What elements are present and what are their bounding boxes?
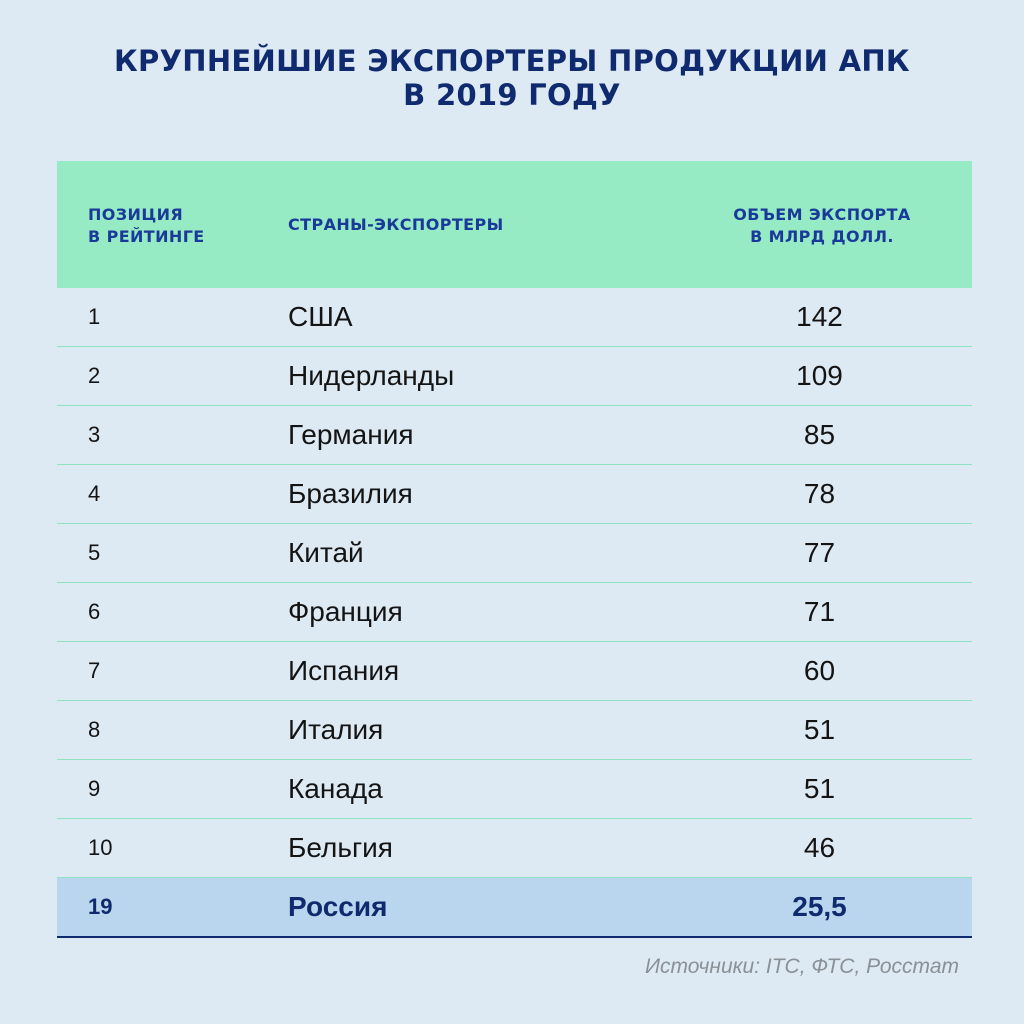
table-row: 4 Бразилия 78 <box>57 465 972 524</box>
row-value: 60 <box>803 655 836 686</box>
row-country: Бельгия <box>288 832 393 863</box>
row-country: Бразилия <box>288 478 413 509</box>
row-rank: 2 <box>88 363 101 388</box>
row-value: 46 <box>803 832 836 863</box>
table-row: 3 Германия 85 <box>57 406 972 465</box>
row-value: 109 <box>796 360 843 391</box>
row-value: 51 <box>803 714 836 745</box>
row-rank: 5 <box>88 540 101 565</box>
row-value: 71 <box>803 596 836 627</box>
row-country: Китай <box>288 537 364 568</box>
header-position-line-2: В РЕЙТИНГЕ <box>88 227 205 246</box>
row-value: 77 <box>803 537 836 568</box>
header-country: СТРАНЫ-ЭКСПОРТЕРЫ <box>288 215 504 234</box>
row-rank: 1 <box>88 304 101 329</box>
row-country: Канада <box>288 773 383 804</box>
row-rank: 19 <box>88 894 113 919</box>
row-country: Германия <box>288 419 414 450</box>
table-body: 1 США 142 2 Нидерланды 109 3 Германия 85 4 Бразили… <box>57 288 972 878</box>
page-title: КРУПНЕЙШИЕ ЭКСПОРТЕРЫ ПРОДУКЦИИ АПК В 20… <box>0 44 1024 112</box>
row-value: 25,5 <box>792 891 847 922</box>
title-line-1: КРУПНЕЙШИЕ ЭКСПОРТЕРЫ ПРОДУКЦИИ АПК <box>114 44 910 78</box>
row-rank: 9 <box>88 776 101 801</box>
header-volume-line-1: ОБЪЕМ ЭКСПОРТА <box>733 205 911 224</box>
row-rank: 8 <box>88 717 101 742</box>
header-position: ПОЗИЦИЯ В РЕЙТИНГЕ <box>88 204 268 248</box>
row-country: Нидерланды <box>288 360 455 391</box>
row-country: Испания <box>288 655 400 686</box>
row-value: 51 <box>803 773 836 804</box>
table-header: ПОЗИЦИЯ В РЕЙТИНГЕ СТРАНЫ-ЭКСПОРТЕРЫ ОБЪ… <box>57 161 972 288</box>
row-value: 78 <box>803 478 836 509</box>
row-value: 142 <box>796 301 843 332</box>
table-row: 2 Нидерланды 109 <box>57 347 972 406</box>
table-row: 8 Италия 51 <box>57 701 972 760</box>
table-row: 7 Испания 60 <box>57 642 972 701</box>
row-rank: 4 <box>88 481 101 506</box>
row-rank: 7 <box>88 658 101 683</box>
row-rank: 6 <box>88 599 101 624</box>
row-country: Франция <box>288 596 403 627</box>
table-row: 9 Канада 51 <box>57 760 972 819</box>
table-row: 5 Китай 77 <box>57 524 972 583</box>
row-country: Италия <box>288 714 384 745</box>
table-row: 10 Бельгия 46 <box>57 819 972 878</box>
table-row-highlight: 19 Россия 25,5 <box>57 878 972 938</box>
header-position-line-1: ПОЗИЦИЯ <box>88 205 184 224</box>
table-row: 1 США 142 <box>57 288 972 347</box>
row-rank: 3 <box>88 422 101 447</box>
row-country: США <box>288 301 353 332</box>
header-volume: ОБЪЕМ ЭКСПОРТА В МЛРД ДОЛЛ. <box>687 204 957 248</box>
row-value: 85 <box>803 419 836 450</box>
header-volume-line-2: В МЛРД ДОЛЛ. <box>750 227 894 246</box>
row-rank: 10 <box>88 835 113 860</box>
source-note: Источники: ITC, ФТС, Росстат <box>645 955 959 978</box>
title-line-2: В 2019 ГОДУ <box>403 78 621 112</box>
row-country: Россия <box>288 891 388 922</box>
exporters-table: ПОЗИЦИЯ В РЕЙТИНГЕ СТРАНЫ-ЭКСПОРТЕРЫ ОБЪ… <box>57 161 972 938</box>
table-row: 6 Франция 71 <box>57 583 972 642</box>
